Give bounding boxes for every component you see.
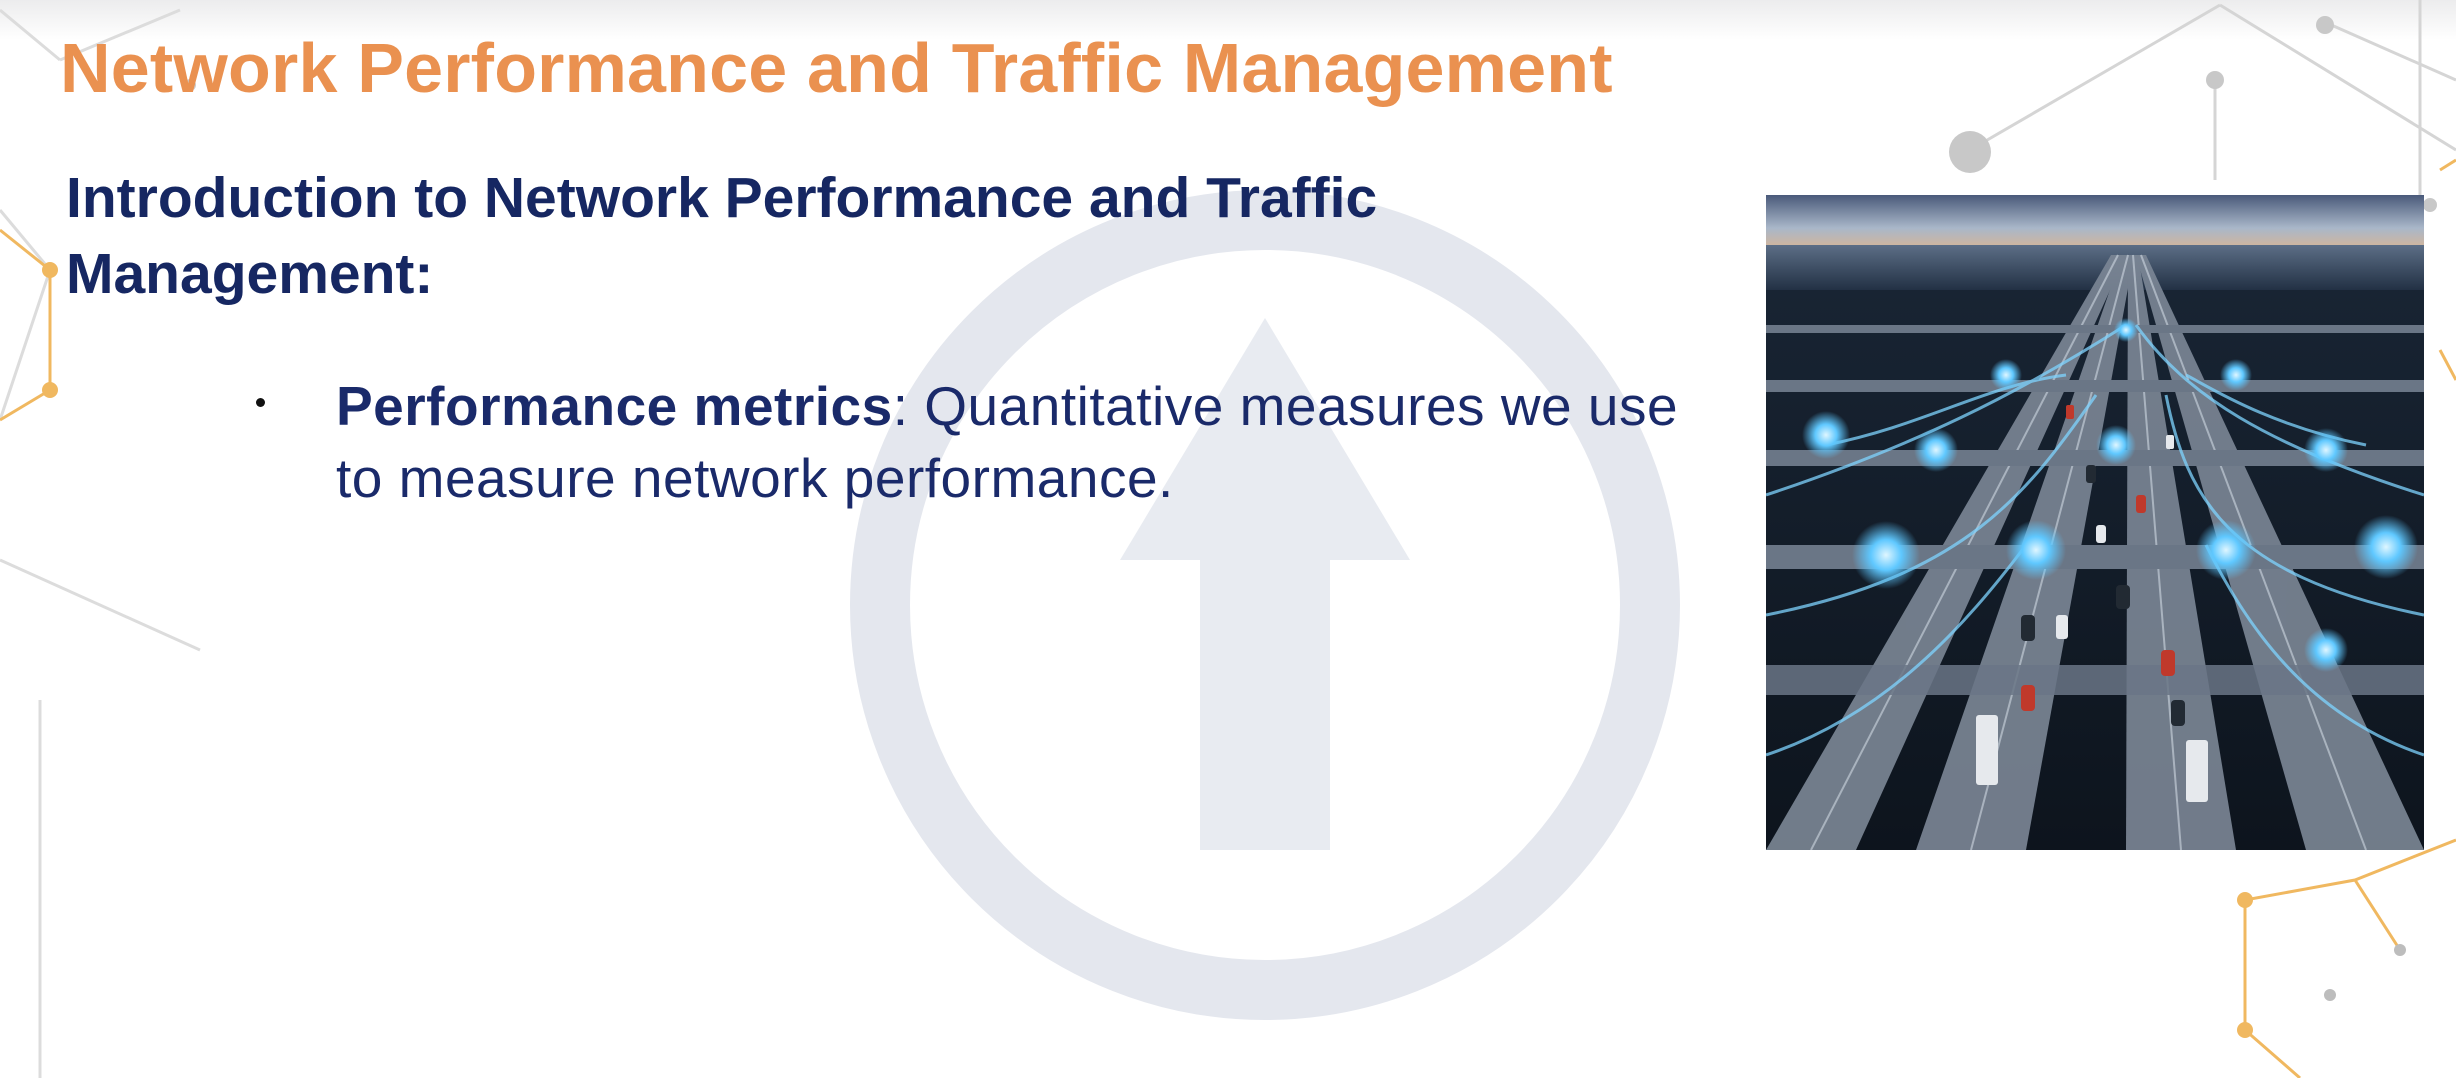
network-lines-left-icon <box>0 8 201 1078</box>
slide-subtitle: Introduction to Network Performance and … <box>66 166 1378 306</box>
bullet-separator: : <box>892 375 925 437</box>
bullet-term: Performance metrics <box>336 375 893 437</box>
bullet-text: Quantitative measures we use to measure … <box>336 375 1679 509</box>
bullet-marker <box>256 398 265 407</box>
network-lines-right-icon <box>1969 0 2456 200</box>
top-shade <box>0 0 2456 40</box>
slide-title: Network Performance and Traffic Manageme… <box>60 29 1613 107</box>
highway-network-image <box>1766 195 2424 850</box>
bullet-performance-metrics: Performance metrics: Quantitative measur… <box>336 370 1736 514</box>
upload-arrow-watermark-icon <box>850 190 1680 1020</box>
